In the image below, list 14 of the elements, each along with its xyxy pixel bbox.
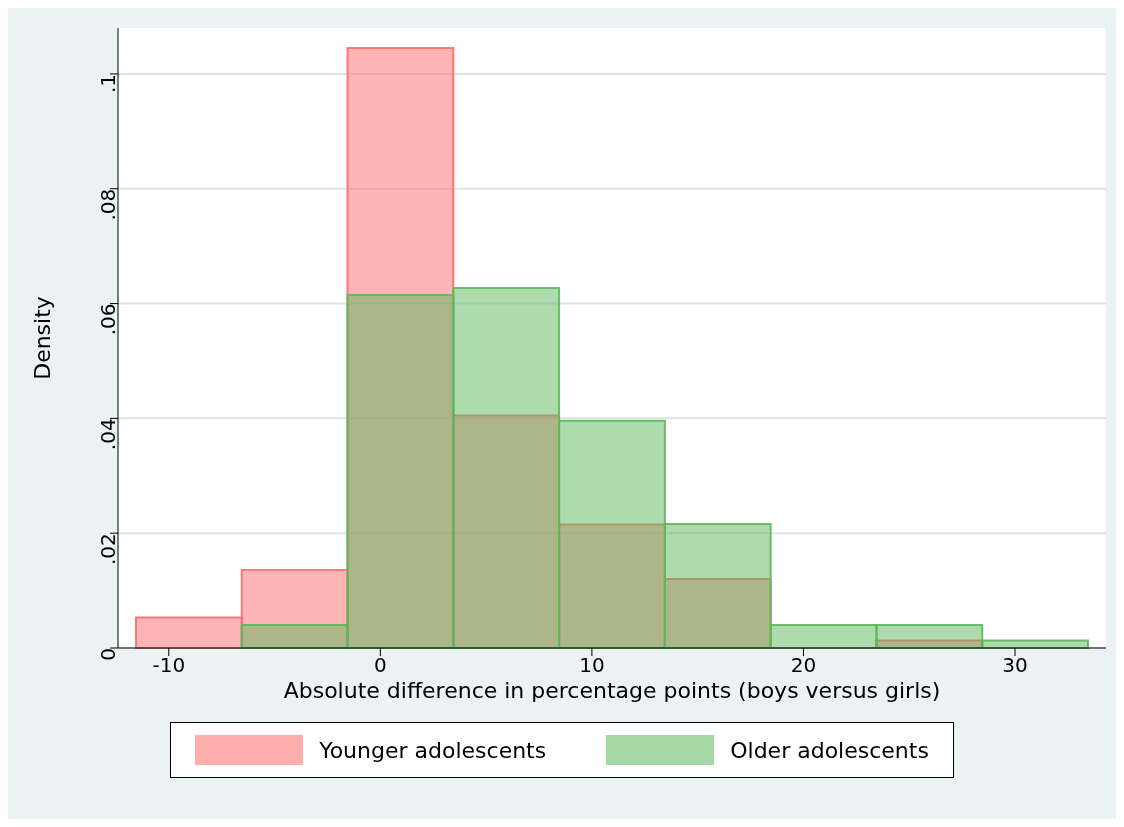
y-axis-title: Density — [29, 296, 55, 380]
x-axis-title: Absolute difference in percentage points (boys versus girls) — [283, 678, 941, 703]
y-tick-label: .1 — [96, 73, 121, 94]
x-tick-label: -10 — [152, 653, 186, 678]
x-tick-label: 0 — [373, 653, 387, 678]
x-tick-label: 30 — [1002, 653, 1028, 678]
legend-label: Younger adolescents — [319, 737, 547, 763]
legend-label: Older adolescents — [730, 737, 929, 763]
y-tick-label: .08 — [96, 188, 121, 221]
y-tick-label: .04 — [96, 418, 121, 451]
y-tick-label: .06 — [96, 303, 121, 336]
x-tick-label: 10 — [579, 653, 605, 678]
x-tick-label: 20 — [790, 653, 817, 678]
y-tick-label: .02 — [96, 533, 121, 565]
